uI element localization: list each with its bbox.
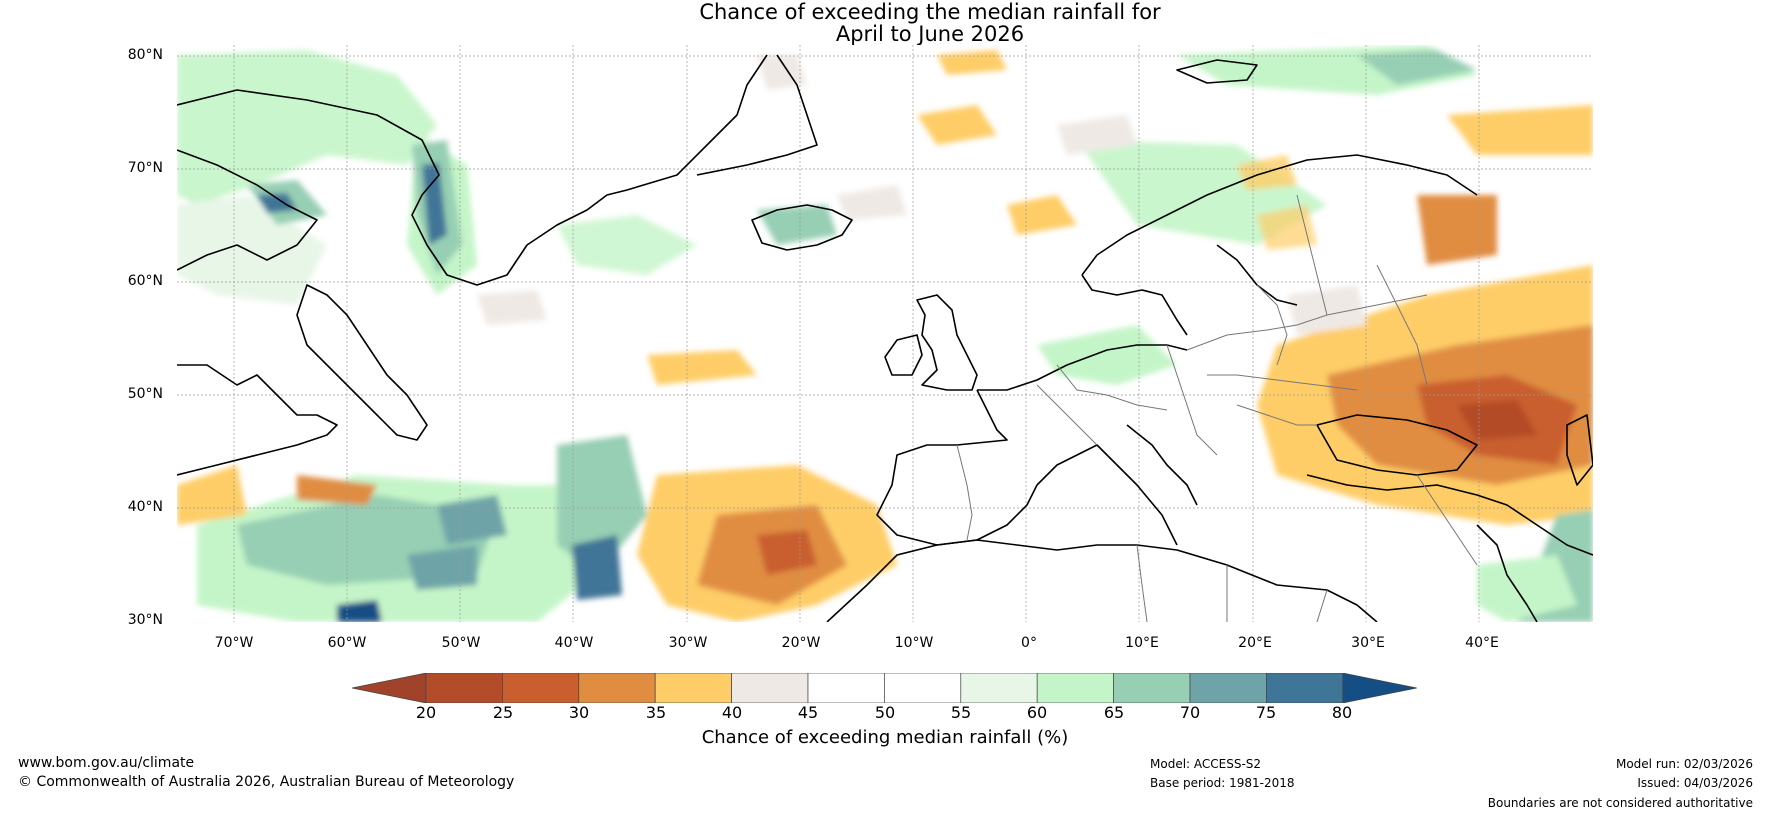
colorbar-segment bbox=[502, 673, 580, 703]
colorbar-segment bbox=[960, 673, 1038, 703]
colorbar-tick-80: 80 bbox=[1331, 703, 1353, 722]
footer-base-period: Base period: 1981-2018 bbox=[1150, 776, 1295, 790]
colorbar-title: Chance of exceeding median rainfall (%) bbox=[701, 727, 1069, 748]
coastlines bbox=[177, 54, 1593, 622]
lon-label-40e: 40°E bbox=[1465, 635, 1499, 651]
footer-website[interactable]: www.bom.gov.au/climate bbox=[18, 755, 195, 771]
rainfall-patches bbox=[177, 45, 1593, 622]
ireland-coast bbox=[884, 334, 923, 376]
lon-label-10w: 10°W bbox=[894, 635, 934, 651]
lon-label-30w: 30°W bbox=[668, 635, 708, 651]
lat-label-40n: 40°N bbox=[127, 499, 163, 515]
iceland-coast bbox=[751, 204, 853, 251]
colorbar-tick-65: 65 bbox=[1103, 703, 1125, 722]
colorbar-tick-25: 25 bbox=[492, 703, 514, 722]
rainfall-map-canvas bbox=[177, 45, 1593, 622]
colorbar-tick-55: 55 bbox=[950, 703, 972, 722]
country-borders bbox=[956, 194, 1478, 622]
lon-label-0: 0° bbox=[1021, 635, 1037, 651]
lon-label-20w: 20°W bbox=[781, 635, 821, 651]
footer-issued: Issued: 04/03/2026 bbox=[1637, 776, 1753, 790]
graticule bbox=[177, 45, 1593, 622]
map-title: Chance of exceeding the median rainfall … bbox=[699, 0, 1161, 24]
colorbar-segment bbox=[807, 673, 885, 703]
colorbar-tick-40: 40 bbox=[721, 703, 743, 722]
colorbar-segment bbox=[1036, 673, 1114, 703]
colorbar-tick-45: 45 bbox=[797, 703, 819, 722]
colorbar-segment bbox=[731, 673, 809, 703]
lon-label-30e: 30°E bbox=[1351, 635, 1385, 651]
colorbar-tick-50: 50 bbox=[874, 703, 896, 722]
black-sea-coast bbox=[1316, 414, 1478, 476]
lon-label-40w: 40°W bbox=[554, 635, 594, 651]
lat-label-50n: 50°N bbox=[127, 386, 163, 402]
colorbar-segment bbox=[884, 673, 962, 703]
lon-label-10e: 10°E bbox=[1125, 635, 1159, 651]
africa-coast bbox=[826, 539, 1378, 622]
colorbar-extend-high bbox=[1342, 673, 1417, 703]
map-subtitle: April to June 2026 bbox=[835, 22, 1025, 46]
colorbar-segment bbox=[1266, 673, 1344, 703]
rainfall-map[interactable] bbox=[177, 45, 1593, 622]
footer-model-run: Model run: 02/03/2026 bbox=[1615, 757, 1753, 771]
colorbar-tick-70: 70 bbox=[1179, 703, 1201, 722]
colorbar-tick-60: 60 bbox=[1026, 703, 1048, 722]
lat-label-60n: 60°N bbox=[127, 273, 163, 289]
lat-label-30n: 30°N bbox=[127, 612, 163, 628]
greenland-coast bbox=[177, 54, 768, 286]
footer-copyright: © Commonwealth of Australia 2026, Austra… bbox=[18, 774, 515, 790]
europe-coast bbox=[977, 344, 1188, 391]
colorbar-segment bbox=[654, 673, 732, 703]
lat-label-80n: 80°N bbox=[127, 47, 163, 63]
lon-label-70w: 70°W bbox=[214, 635, 254, 651]
colorbar-segment bbox=[425, 673, 503, 703]
lon-label-60w: 60°W bbox=[327, 635, 367, 651]
lat-label-70n: 70°N bbox=[127, 160, 163, 176]
lon-label-50w: 50°W bbox=[441, 635, 481, 651]
footer-model: Model: ACCESS-S2 bbox=[1150, 757, 1262, 771]
canada-coast bbox=[177, 149, 318, 271]
colorbar-segment bbox=[578, 673, 656, 703]
caspian-coast bbox=[1566, 414, 1593, 486]
colorbar-tick-20: 20 bbox=[415, 703, 437, 722]
colorbar bbox=[352, 673, 1417, 703]
colorbar-segment bbox=[1113, 673, 1191, 703]
footer-disclaimer: Boundaries are not considered authoritat… bbox=[1487, 796, 1753, 810]
colorbar-tick-30: 30 bbox=[568, 703, 590, 722]
colorbar-tick-35: 35 bbox=[645, 703, 667, 722]
lon-label-20e: 20°E bbox=[1238, 635, 1272, 651]
scandinavia-coast bbox=[1081, 154, 1478, 276]
colorbar-extend-low bbox=[352, 673, 427, 703]
colorbar-tick-75: 75 bbox=[1255, 703, 1277, 722]
colorbar-segment bbox=[1189, 673, 1267, 703]
britain-coast bbox=[916, 294, 978, 391]
